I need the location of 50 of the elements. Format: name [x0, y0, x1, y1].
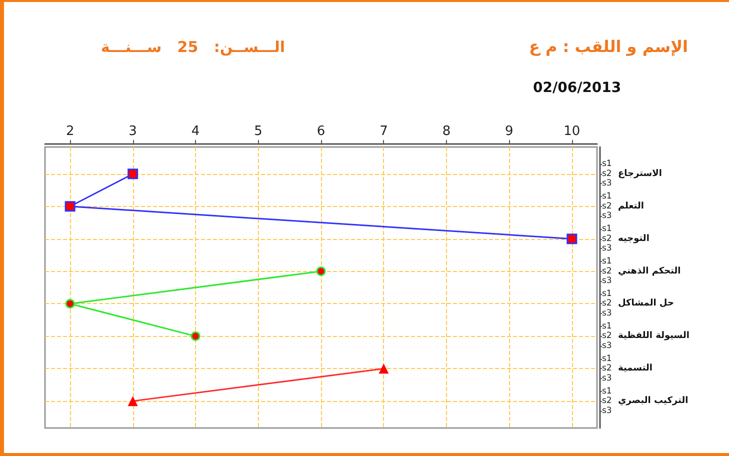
chart-subtitle: الـــســن: 25 ســـنـــة [100, 38, 285, 56]
text: s3 [602, 178, 612, 189]
text: s2 [602, 331, 612, 342]
text: s2 [602, 201, 612, 212]
text: s3 [602, 406, 612, 416]
point [566, 234, 578, 244]
text: s3 [602, 211, 612, 222]
x-tick-label: 3 [128, 124, 137, 139]
point [65, 298, 75, 308]
x-tick-label: 5 [254, 124, 262, 139]
text: s1 [602, 192, 612, 202]
text: s2 [602, 168, 612, 179]
x-tick-label: 2 [66, 124, 74, 139]
x-tick-label: 4 [191, 124, 200, 139]
y-tick-label: الاسترجاع [618, 168, 662, 179]
text: s3 [602, 308, 612, 318]
text: s2 [602, 364, 612, 374]
text: s1 [602, 288, 612, 299]
text: s2 [602, 234, 612, 244]
text: s3 [602, 276, 612, 286]
y-tick-label: التعلم [618, 201, 644, 212]
text: s2 [602, 266, 612, 276]
text: s1 [602, 354, 612, 364]
y-tick-label: السيولة اللفظية [618, 331, 690, 342]
x-tick-label: 8 [442, 124, 451, 139]
point [190, 331, 200, 341]
point [128, 168, 138, 180]
x-tick-label: 7 [380, 124, 388, 139]
x-tick-label: 6 [316, 124, 326, 139]
text: s1 [602, 224, 612, 234]
text: s1 [602, 321, 612, 332]
x-tick-label: 9 [505, 124, 514, 139]
y-tick-label: التسمية [618, 364, 652, 374]
text: 02/06/2013 [533, 79, 622, 97]
text: s3 [602, 373, 612, 384]
y-tick-label: التوجيه [618, 234, 650, 244]
text: s1 [602, 256, 612, 267]
text: s2 [602, 396, 612, 406]
point [316, 266, 326, 276]
text: s1 [602, 386, 612, 396]
point [64, 201, 76, 212]
y-tick-label: التحكم الذهني [618, 266, 681, 276]
y-tick-label: حل المشاكل [618, 298, 674, 309]
text: s3 [602, 244, 612, 254]
x-tick-label: 10 [564, 124, 580, 139]
y-tick-label: التركيب البصري [618, 396, 688, 406]
chart-title: الإسم و اللقب : م ع [528, 37, 688, 56]
text: s2 [602, 298, 612, 309]
text: s3 [602, 340, 612, 351]
text: s1 [602, 159, 612, 170]
